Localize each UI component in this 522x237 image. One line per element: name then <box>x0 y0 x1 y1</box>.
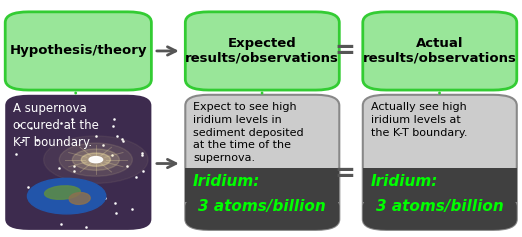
Point <box>33 138 41 142</box>
Circle shape <box>28 178 106 214</box>
Circle shape <box>60 143 133 176</box>
Point <box>138 153 146 156</box>
FancyBboxPatch shape <box>185 95 339 230</box>
Text: 3 atoms/billion: 3 atoms/billion <box>198 199 326 214</box>
Text: Iridium:: Iridium: <box>193 174 260 189</box>
Point <box>69 164 78 168</box>
Point <box>54 166 63 170</box>
Text: Actual
results/observations: Actual results/observations <box>363 37 517 65</box>
Text: 3 atoms/billion: 3 atoms/billion <box>376 199 504 214</box>
Point <box>139 169 147 173</box>
Point <box>110 117 118 121</box>
Point <box>108 154 116 157</box>
Point <box>67 117 76 121</box>
Point <box>118 137 126 141</box>
Circle shape <box>73 149 120 170</box>
Point <box>23 185 32 189</box>
FancyBboxPatch shape <box>363 12 517 90</box>
Point <box>112 211 120 214</box>
Text: Actually see high
iridium levels at
the K-T boundary.: Actually see high iridium levels at the … <box>371 102 467 137</box>
FancyBboxPatch shape <box>185 12 339 90</box>
Point <box>15 123 23 127</box>
Bar <box>185 168 339 202</box>
FancyBboxPatch shape <box>5 95 151 230</box>
Point <box>99 143 108 147</box>
FancyBboxPatch shape <box>5 12 151 90</box>
Circle shape <box>81 153 111 166</box>
Point <box>12 152 20 156</box>
Point <box>37 200 45 203</box>
Circle shape <box>44 136 148 183</box>
Point <box>93 188 102 192</box>
Point <box>70 169 78 173</box>
Point <box>51 186 59 190</box>
Circle shape <box>28 178 106 214</box>
Ellipse shape <box>44 186 80 199</box>
Point <box>132 175 140 179</box>
Point <box>118 139 127 143</box>
Point <box>92 134 100 137</box>
Point <box>127 207 136 211</box>
Point <box>101 196 109 200</box>
Point <box>66 207 75 211</box>
Point <box>27 126 35 130</box>
Point <box>111 201 120 205</box>
Text: Expected
results/observations: Expected results/observations <box>185 37 339 65</box>
Circle shape <box>89 157 103 163</box>
Point <box>109 124 117 128</box>
Text: A supernova
occured at the
K-T boundary.: A supernova occured at the K-T boundary. <box>13 102 99 149</box>
Point <box>66 209 74 213</box>
Text: Iridium:: Iridium: <box>371 174 438 189</box>
Point <box>113 134 121 138</box>
Point <box>123 164 131 167</box>
Point <box>138 151 146 155</box>
FancyBboxPatch shape <box>363 196 517 230</box>
Point <box>19 138 27 142</box>
FancyBboxPatch shape <box>185 196 339 230</box>
Ellipse shape <box>69 193 90 204</box>
FancyBboxPatch shape <box>363 95 517 230</box>
Text: Expect to see high
iridium levels in
sediment deposited
at the time of the
super: Expect to see high iridium levels in sed… <box>193 102 304 163</box>
Point <box>81 225 90 228</box>
Text: =: = <box>334 39 355 63</box>
Point <box>56 121 65 124</box>
Text: =: = <box>334 162 355 186</box>
Bar <box>363 168 517 202</box>
Text: Hypothesis/theory: Hypothesis/theory <box>9 45 147 57</box>
Point <box>56 222 65 225</box>
